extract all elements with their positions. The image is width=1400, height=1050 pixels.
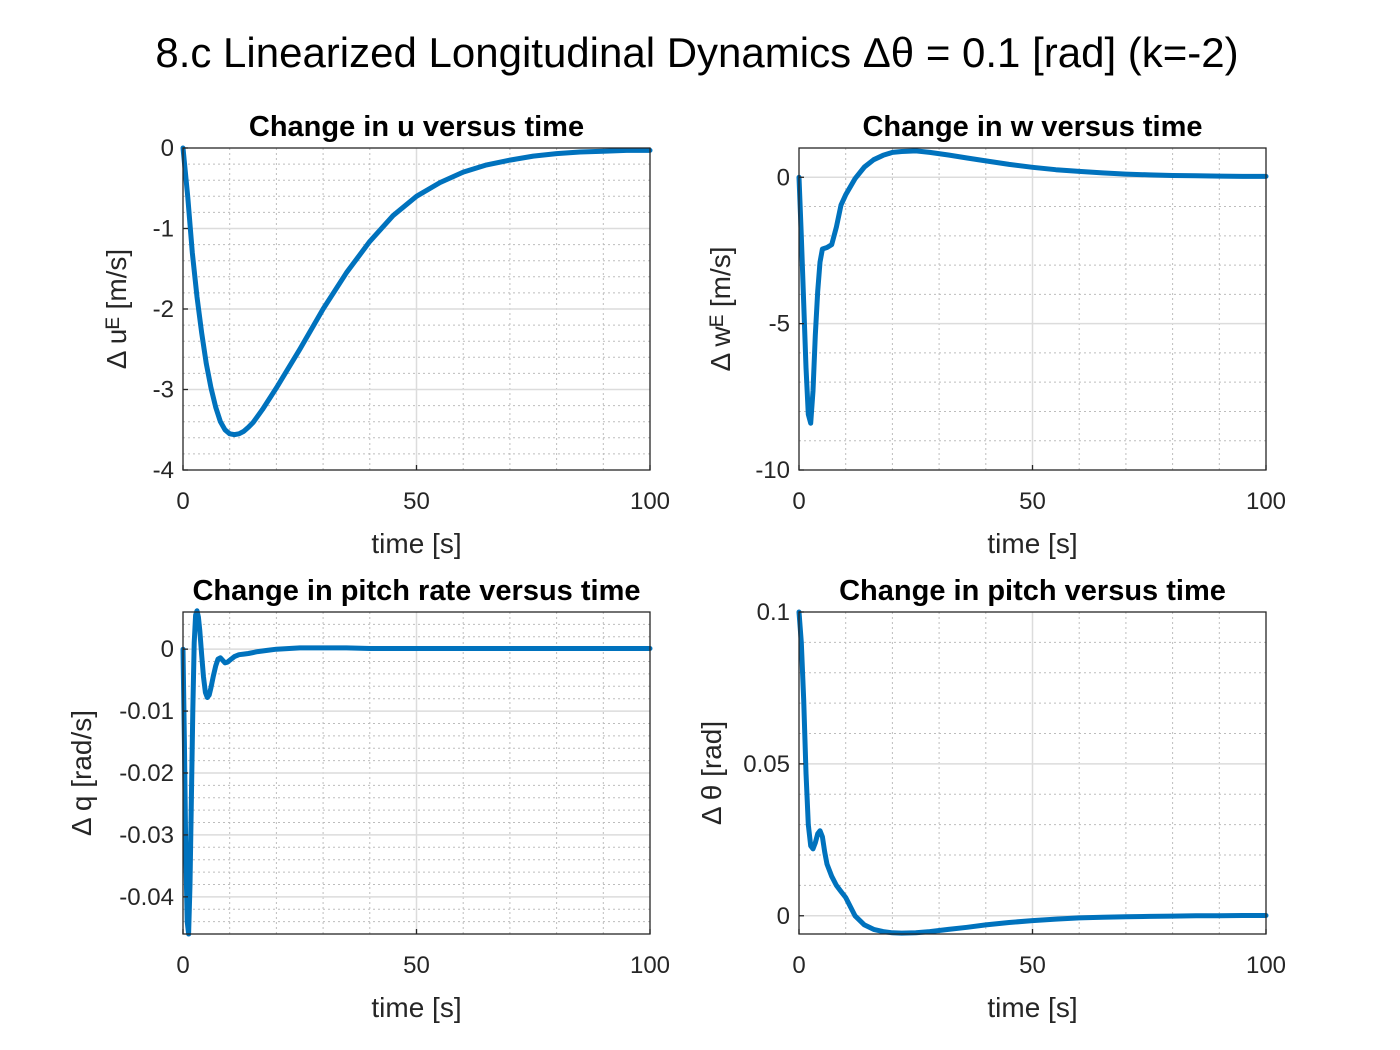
figure-title: 8.c Linearized Longitudinal Dynamics Δθ …: [155, 29, 1238, 76]
subplot-title: Change in pitch rate versus time: [192, 575, 640, 607]
x-tick-label: 50: [403, 488, 430, 515]
subplot-1: 0 50 100 -4 -3 -2 -1 0 Change in u versus time ti…: [101, 111, 670, 559]
y-axis-label: Δ uᴱ [m/s]: [101, 249, 132, 369]
x-tick-label: 50: [1019, 952, 1046, 979]
major-grid: [183, 612, 650, 934]
x-tick-label: 50: [403, 952, 430, 979]
x-axis-label: time [s]: [371, 992, 461, 1023]
subplot-title: Change in u versus time: [249, 111, 584, 143]
y-tick-label: 0: [161, 636, 174, 663]
x-tick-label: 50: [1019, 488, 1046, 515]
subplot-4: 0 50 100 0 0.05 0.1 Change in pitch versus tim…: [696, 575, 1286, 1023]
y-tick-label: 0: [161, 135, 174, 162]
major-grid: [183, 148, 650, 470]
subplot-title: Change in w versus time: [862, 111, 1202, 143]
series-line: [796, 148, 1269, 426]
y-tick-label: -0.01: [119, 698, 174, 725]
y-tick-label: -3: [153, 377, 174, 404]
minor-grid: [799, 148, 1266, 470]
x-tick-label: 100: [1246, 952, 1286, 979]
x-tick-label: 100: [630, 952, 670, 979]
x-axis-label: time [s]: [987, 992, 1077, 1023]
x-axis-label: time [s]: [371, 528, 461, 559]
y-tick-label: -5: [769, 311, 790, 338]
series-line: [796, 609, 1269, 936]
y-tick-label: 0.05: [743, 751, 790, 778]
subplot-title: Change in pitch versus time: [839, 575, 1226, 607]
y-tick-label: -0.04: [119, 884, 174, 911]
x-axis-label: time [s]: [987, 528, 1077, 559]
y-tick-label: -10: [755, 457, 790, 484]
y-tick-label: -0.03: [119, 822, 174, 849]
y-tick-label: -1: [153, 216, 174, 243]
x-tick-label: 0: [792, 952, 805, 979]
x-tick-label: 0: [176, 488, 189, 515]
subplot-2: 0 50 100 -10 -5 0 Change in w versus time time …: [705, 111, 1286, 559]
series-line: [180, 145, 653, 438]
y-axis-label: Δ q [rad/s]: [66, 710, 97, 836]
y-tick-label: 0.1: [757, 599, 790, 626]
minor-grid: [799, 612, 1266, 934]
y-tick-label: -2: [153, 296, 174, 323]
y-axis-label: Δ wᴱ [m/s]: [705, 246, 736, 371]
y-tick-label: -0.02: [119, 760, 174, 787]
x-tick-label: 0: [792, 488, 805, 515]
subplot-3: 0 50 100 -0.04 -0.03 -0.02 -0.01 0 Change in pit…: [66, 575, 670, 1023]
y-axis-label: Δ θ [rad]: [696, 721, 727, 825]
y-tick-label: -4: [153, 457, 174, 484]
y-tick-label: 0: [777, 903, 790, 930]
major-grid: [799, 148, 1266, 470]
x-tick-label: 0: [176, 952, 189, 979]
x-tick-label: 100: [1246, 488, 1286, 515]
x-tick-label: 100: [630, 488, 670, 515]
series-line: [180, 608, 653, 937]
y-tick-label: 0: [777, 164, 790, 191]
